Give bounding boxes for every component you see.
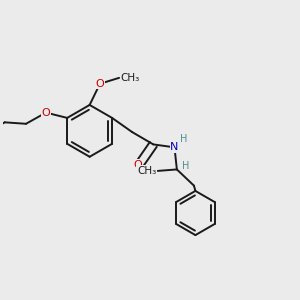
- Text: O: O: [96, 79, 104, 89]
- Text: H: H: [182, 161, 189, 171]
- Text: CH₃: CH₃: [137, 166, 156, 176]
- Text: CH₃: CH₃: [121, 73, 140, 83]
- Text: N: N: [170, 142, 179, 152]
- Text: O: O: [133, 160, 142, 170]
- Text: O: O: [42, 108, 50, 118]
- Text: H: H: [180, 134, 187, 143]
